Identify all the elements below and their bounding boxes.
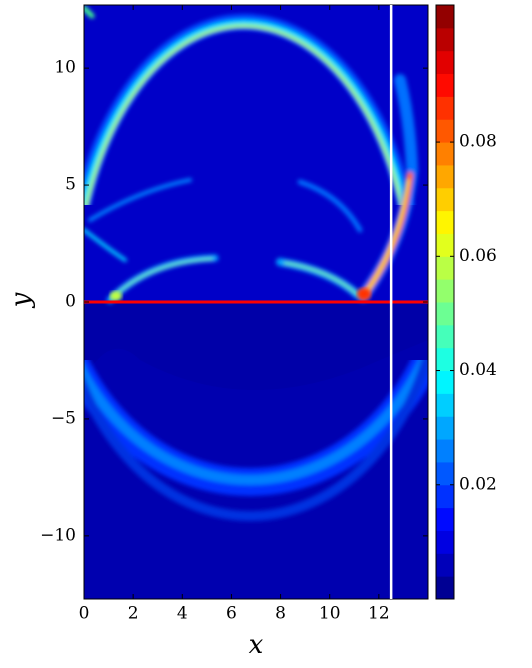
colorbar-band <box>436 324 454 349</box>
y-tick-label: −5 <box>51 408 76 428</box>
x-tick-label: 12 <box>368 604 390 624</box>
colorbar-tick-label: 0.04 <box>459 360 497 380</box>
colorbar-band <box>436 553 454 577</box>
colorbar-band <box>436 210 454 234</box>
x-tick-label: 4 <box>177 604 188 624</box>
colorbar-tick-label: 0.06 <box>459 246 497 266</box>
colorbar-band <box>436 279 454 303</box>
colorbar-band <box>436 347 454 372</box>
hot-spot <box>357 288 371 300</box>
colorbar-band <box>436 187 454 212</box>
y-tick-label: −10 <box>40 525 76 545</box>
y-tick-label: 0 <box>65 292 76 312</box>
y-tick-label: 5 <box>65 175 76 195</box>
colorbar-band <box>436 233 454 257</box>
x-tick-label: 0 <box>79 604 90 624</box>
colorbar-tick-label: 0.02 <box>459 474 497 494</box>
colorbar-band <box>436 576 454 600</box>
colorbar-band <box>436 302 454 326</box>
colorbar-tick-label: 0.08 <box>459 132 497 152</box>
colorbar-band <box>436 50 454 75</box>
colorbar-band <box>436 164 454 189</box>
colorbar-band <box>436 530 454 554</box>
x-tick-label: 8 <box>275 604 286 624</box>
field <box>84 5 428 599</box>
y-tick-label: 10 <box>54 58 76 78</box>
colorbar-band <box>436 73 454 97</box>
colorbar-band <box>436 484 454 509</box>
colorbar-band <box>436 370 454 394</box>
hot-spot <box>110 291 122 301</box>
colorbar-band <box>436 393 454 417</box>
colorbar-band <box>436 5 454 29</box>
x-tick-label: 6 <box>226 604 237 624</box>
colorbar-band <box>436 27 454 52</box>
colorbar-band <box>436 439 454 463</box>
colorbar-band <box>436 96 454 120</box>
colorbar-band <box>436 416 454 440</box>
colorbar-frame <box>435 4 455 600</box>
colorbar-band <box>436 461 454 486</box>
colorbar-band <box>436 142 454 166</box>
colorbar-band <box>436 507 454 531</box>
colorbar-band <box>436 256 454 280</box>
y-axis-label: y <box>6 292 36 308</box>
colorbar-band <box>436 119 454 143</box>
x-tick-label: 10 <box>319 604 341 624</box>
x-axis-label: x <box>249 630 264 660</box>
x-tick-label: 2 <box>128 604 139 624</box>
